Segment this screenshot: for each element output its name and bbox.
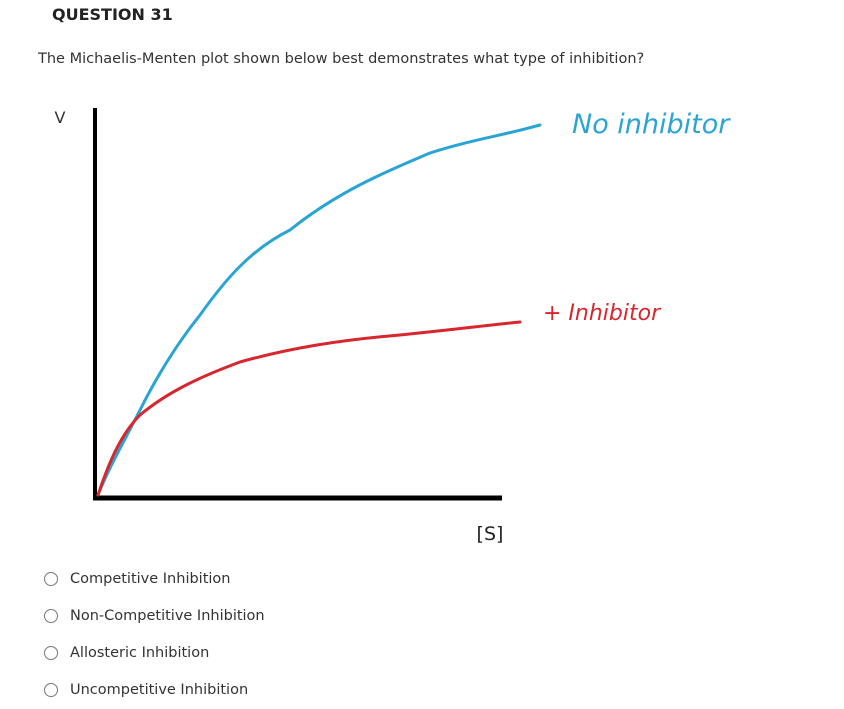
question-number: QUESTION 31 (52, 5, 173, 24)
option-text: Allosteric Inhibition (70, 645, 210, 661)
radio-button[interactable] (44, 683, 58, 697)
question-text: The Michaelis-Menten plot shown below be… (38, 51, 645, 67)
option[interactable]: Competitive Inhibition (44, 571, 230, 587)
radio-button[interactable] (44, 609, 58, 623)
radio-button[interactable] (44, 646, 58, 660)
option-text: Non-Competitive Inhibition (70, 608, 265, 624)
option[interactable]: Non-Competitive Inhibition (44, 608, 265, 624)
option[interactable]: Allosteric Inhibition (44, 645, 209, 661)
radio-button[interactable] (44, 572, 58, 586)
no-inhibitor-label: No inhibitor (572, 109, 731, 140)
x-axis-label: [S] (477, 523, 504, 545)
y-axis-label: V (55, 108, 66, 127)
inhibitor-label: + Inhibitor (543, 301, 662, 326)
option[interactable]: Uncompetitive Inhibition (44, 682, 248, 698)
no-inhibitor-curve (96, 123, 542, 497)
option-text: Competitive Inhibition (70, 571, 231, 587)
inhibitor-curve (96, 320, 522, 497)
figure: V [S] No inhibitor + Inhibitor (55, 108, 731, 545)
option-text: Uncompetitive Inhibition (70, 682, 249, 698)
